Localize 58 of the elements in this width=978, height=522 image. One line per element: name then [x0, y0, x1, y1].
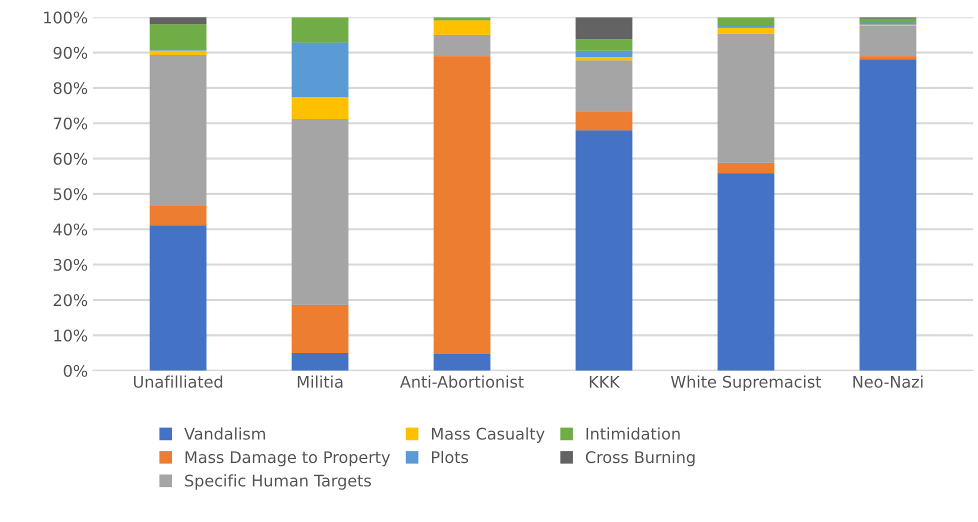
y-tick-label: 20%: [54, 294, 88, 306]
legend-label: Mass Damage to Property: [186, 451, 390, 466]
legend-label: Mass Casualty: [432, 427, 545, 443]
legend-label: Cross Burning: [586, 450, 695, 466]
y-tick-label: 60%: [54, 152, 88, 165]
legend-label: Vandalism: [184, 427, 265, 440]
bar: [150, 225, 206, 371]
legend-label: Intimidation: [586, 427, 680, 440]
bar: [434, 354, 490, 371]
y-tick-label: 70%: [54, 117, 88, 130]
bar: [150, 17, 206, 24]
bar: [150, 55, 206, 206]
bar: [150, 206, 206, 226]
bar: [434, 34, 490, 56]
bar: [292, 42, 348, 98]
y-tick-label: 100%: [44, 11, 88, 24]
legend-label: Specific Human Targets: [185, 474, 371, 490]
bar: [576, 50, 632, 58]
y-tick-label: 50%: [54, 188, 88, 200]
x-tick-label: White Supremacist: [670, 375, 822, 391]
bar: [718, 17, 774, 25]
bar: [292, 17, 348, 43]
bar: [718, 25, 774, 28]
bar: [576, 17, 632, 40]
bar: [150, 50, 206, 56]
bar: [434, 17, 490, 20]
x-tick-label: Unafilliated: [134, 375, 222, 388]
bar: [434, 56, 490, 354]
bar: [576, 57, 632, 60]
bar: [292, 119, 348, 305]
bar: [434, 20, 490, 35]
y-tick-label: 90%: [54, 46, 88, 59]
bar: [576, 60, 632, 112]
bar: [576, 111, 632, 130]
bar: [718, 173, 774, 371]
legend-label: Plots: [432, 450, 468, 464]
bar: [860, 59, 916, 371]
y-tick-label: 0%: [64, 364, 88, 377]
bar: [576, 130, 632, 371]
x-tick-label: KKK: [590, 376, 620, 388]
y-tick-label: 80%: [54, 82, 88, 94]
bar: [150, 24, 206, 50]
bar: [718, 28, 774, 34]
bar: [718, 34, 774, 163]
bar: [860, 26, 916, 56]
y-tick-label: 30%: [54, 258, 88, 271]
x-tick-label: Anti-Abortionist: [400, 375, 524, 388]
y-tick-label: 40%: [53, 223, 88, 236]
x-tick-label: Militia: [298, 375, 342, 388]
x-tick-label: Neo-Nazi: [853, 375, 923, 388]
bar: [292, 97, 348, 120]
bar: [860, 18, 916, 23]
bar: [718, 162, 774, 174]
bar: [860, 56, 916, 60]
bar: [292, 304, 348, 353]
bar: [292, 352, 348, 371]
bar: [576, 39, 632, 51]
y-tick-label: 10%: [54, 329, 88, 342]
